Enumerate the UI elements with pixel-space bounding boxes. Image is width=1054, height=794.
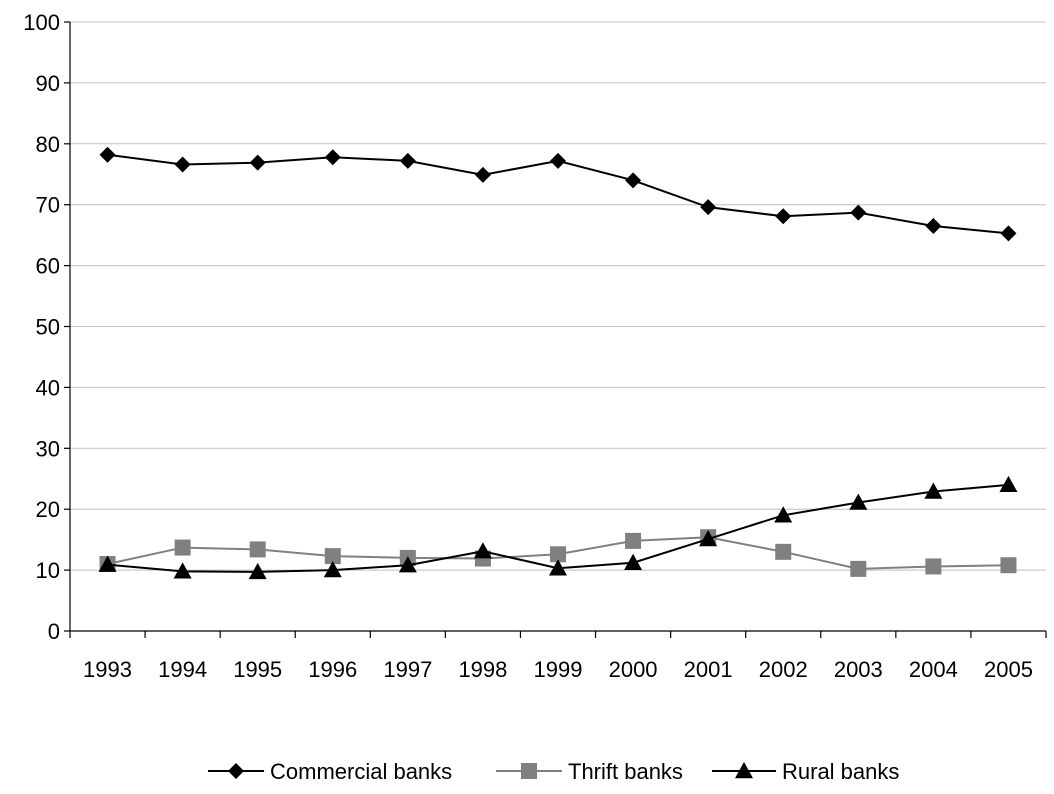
series-thrift-banks	[99, 529, 1017, 577]
legend-item-rural-banks: Rural banks	[712, 759, 899, 784]
legend-marker-triangle	[735, 762, 753, 779]
data-point-commercial-banks	[249, 154, 266, 171]
data-point-thrift-banks	[174, 539, 191, 556]
legend-marker-square	[521, 763, 537, 779]
legend-label: Commercial banks	[270, 759, 452, 784]
series-commercial-banks	[99, 146, 1017, 242]
data-point-rural-banks	[624, 553, 643, 570]
data-point-commercial-banks	[550, 152, 566, 169]
legend-label: Rural banks	[782, 759, 899, 784]
data-point-rural-banks	[98, 555, 117, 572]
data-point-thrift-banks	[1000, 557, 1017, 574]
x-tick-label-1995: 1995	[233, 657, 282, 682]
y-tick-label: 90	[36, 71, 60, 96]
data-point-thrift-banks	[775, 543, 792, 560]
data-point-commercial-banks	[700, 199, 717, 216]
y-tick-label: 60	[36, 254, 60, 279]
y-tick-label: 70	[36, 193, 60, 218]
x-tick-label-1998: 1998	[458, 657, 507, 682]
data-point-thrift-banks	[925, 558, 942, 575]
data-point-commercial-banks	[625, 172, 642, 189]
x-tick-label-1997: 1997	[383, 657, 432, 682]
x-tick-label-1993: 1993	[83, 657, 132, 682]
data-point-rural-banks	[473, 542, 492, 559]
data-point-commercial-banks	[99, 146, 116, 163]
y-tick-label: 20	[36, 497, 60, 522]
series-layer	[98, 146, 1018, 580]
data-point-thrift-banks	[249, 541, 266, 558]
data-point-commercial-banks	[850, 204, 867, 221]
x-tick-label-1994: 1994	[158, 657, 207, 682]
data-point-rural-banks	[323, 561, 342, 578]
data-point-rural-banks	[248, 562, 267, 580]
y-tick-label: 50	[36, 315, 60, 340]
legend: Commercial banks Thrift banks Rural banks	[208, 759, 899, 784]
data-point-commercial-banks	[399, 152, 416, 169]
x-tick-label-1999: 1999	[534, 657, 583, 682]
y-tick-label: 40	[36, 375, 60, 400]
x-tick-label-2004: 2004	[909, 657, 958, 682]
y-tick-label: 100	[23, 10, 60, 35]
data-point-commercial-banks	[925, 218, 942, 235]
data-point-commercial-banks	[324, 149, 341, 166]
data-point-thrift-banks	[850, 560, 867, 577]
data-point-rural-banks	[173, 562, 192, 579]
data-point-commercial-banks	[474, 166, 491, 183]
y-tick-label: 80	[36, 132, 60, 157]
data-point-rural-banks	[924, 482, 943, 499]
gridlines	[70, 21, 1046, 571]
data-point-commercial-banks	[1000, 225, 1017, 242]
legend-label: Thrift banks	[568, 759, 683, 784]
data-point-rural-banks	[774, 506, 793, 523]
data-point-commercial-banks	[174, 156, 191, 173]
y-tick-label: 10	[36, 558, 60, 583]
x-tick-label-2002: 2002	[759, 657, 808, 682]
data-point-rural-banks	[849, 493, 868, 510]
data-point-thrift-banks	[550, 546, 566, 563]
data-point-rural-banks	[398, 556, 417, 573]
data-point-rural-banks	[699, 530, 718, 547]
legend-item-thrift-banks: Thrift banks	[496, 759, 683, 784]
legend-item-commercial-banks: Commercial banks	[208, 759, 452, 784]
x-tick-label-1996: 1996	[308, 657, 357, 682]
data-point-commercial-banks	[775, 208, 792, 225]
series-rural-banks	[98, 475, 1018, 580]
axes: 0 10 20 30 40 50 60 70 80 90 100 1993 1994 1995 1996 19…	[23, 10, 1047, 682]
x-tick-label-2005: 2005	[984, 657, 1033, 682]
y-tick-label: 30	[36, 436, 60, 461]
y-tick-label: 0	[48, 619, 60, 644]
data-point-rural-banks	[549, 559, 567, 576]
x-tick-label-2000: 2000	[609, 657, 658, 682]
legend-marker-diamond	[228, 763, 244, 779]
data-point-thrift-banks	[625, 532, 642, 549]
data-point-thrift-banks	[324, 548, 341, 565]
data-point-rural-banks	[999, 475, 1018, 493]
x-tick-label-2003: 2003	[834, 657, 883, 682]
x-tick-label-2001: 2001	[684, 657, 733, 682]
